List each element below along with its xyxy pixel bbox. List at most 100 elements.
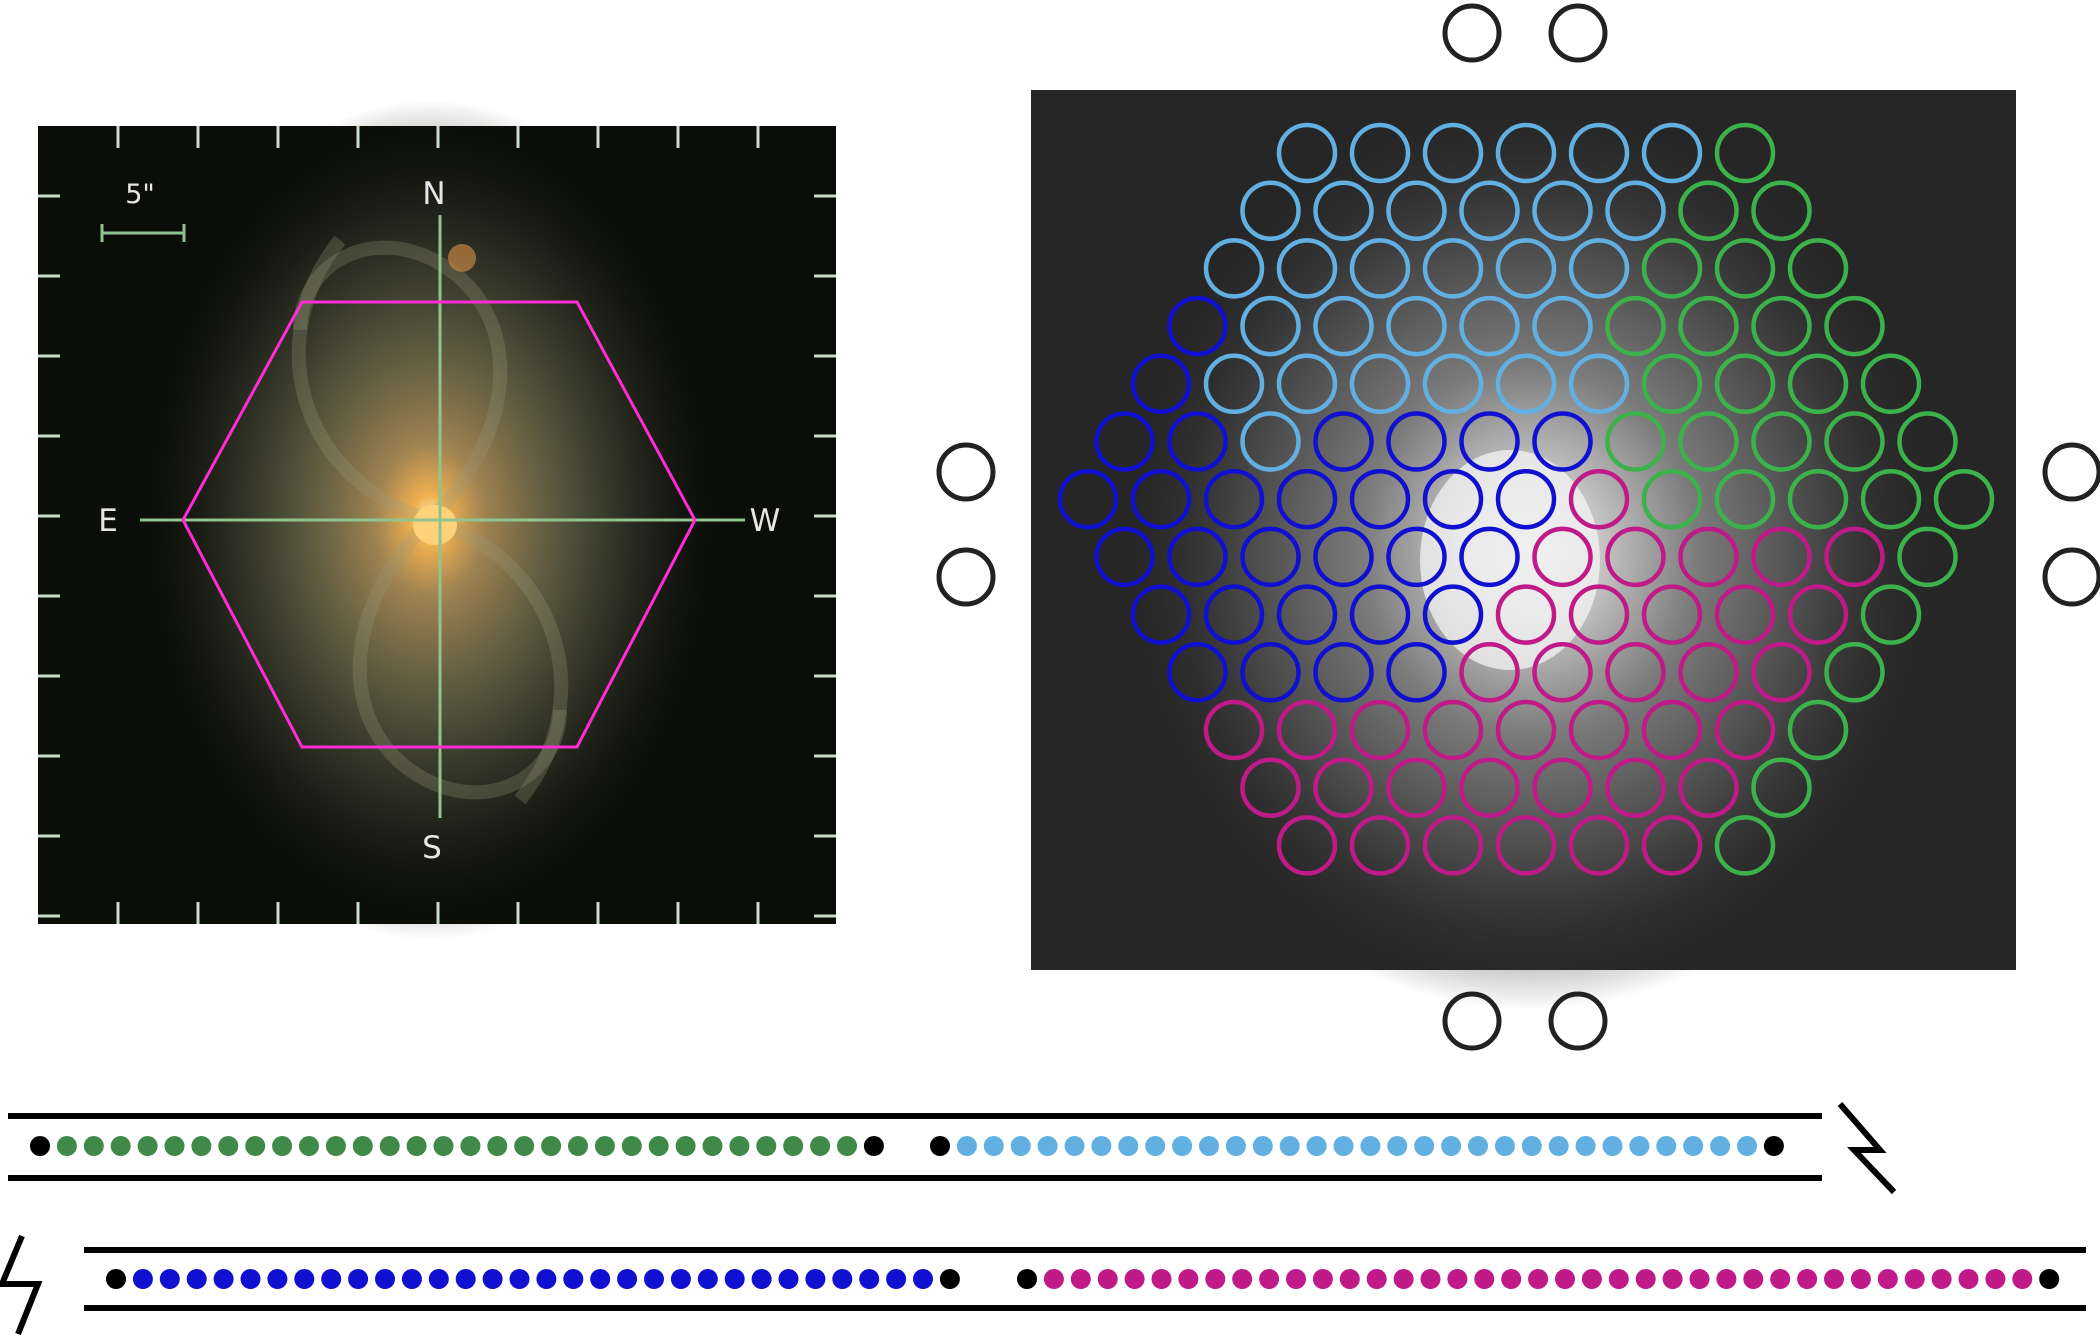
slit-fiber-dot (1205, 1269, 1226, 1289)
sky-fibers (936, 3, 2100, 1051)
slit-fiber-dot (1252, 1136, 1273, 1156)
sky-fiber (1548, 991, 1608, 1051)
slit-fiber-dot (783, 1136, 804, 1156)
ifu-fiber (1276, 699, 1338, 761)
slit-fiber-dot (675, 1136, 696, 1156)
ifu-fiber (1203, 353, 1265, 415)
ifu-fiber (1787, 468, 1849, 530)
ifu-fiber (1349, 584, 1411, 645)
ifu-fiber (1532, 180, 1593, 241)
ifu-fiber (1495, 815, 1557, 876)
slit-fiber-dot (272, 1136, 293, 1156)
ifu-fiber (1532, 295, 1593, 357)
ifu-fiber (1714, 699, 1776, 761)
ifu-fiber (1386, 642, 1447, 703)
ifu-fiber (1860, 468, 1922, 530)
slit-fiber-dot (240, 1269, 261, 1289)
slit-fiber-dot (859, 1269, 880, 1289)
slit-fiber-dot (1420, 1269, 1441, 1289)
slit-fiber-dot (245, 1136, 266, 1156)
frame-tick-marks (38, 126, 836, 924)
ifu-fiber (1714, 815, 1776, 876)
slit-fiber-dot (186, 1269, 207, 1289)
ifu-fiber (1349, 122, 1411, 184)
ifu-fiber (1824, 295, 1885, 357)
slit-fiber-dot (218, 1136, 239, 1156)
foreground-star (448, 244, 476, 272)
slit-fiber-dot (886, 1269, 907, 1289)
ifu-fiber (1240, 526, 1301, 588)
ifu-fiber (1459, 180, 1520, 241)
slit-fiber-dot (1737, 1136, 1757, 1156)
ifu-fiber (1751, 757, 1812, 818)
slit-fiber-dot (956, 1136, 977, 1156)
slit-fiber-dot (697, 1269, 718, 1289)
slit-fiber-dot (621, 1136, 642, 1156)
slit-fiber-dot (536, 1269, 557, 1289)
slit-fiber-dot (1850, 1269, 1871, 1289)
ifu-fiber (1203, 699, 1265, 761)
ifu-fiber (1605, 411, 1666, 472)
ifu-fiber (1605, 295, 1666, 357)
slit-fiber-dot (1441, 1136, 1462, 1156)
slit-fiber-dot (563, 1269, 584, 1289)
slit-fiber-dot (1548, 1136, 1569, 1156)
slit-fiber-dot (1387, 1136, 1408, 1156)
compass-south-label: S (422, 830, 442, 866)
ifu-fiber (1167, 526, 1228, 588)
ifu-fiber (1751, 642, 1812, 703)
sky-fiber (2042, 442, 2100, 502)
slit-fiber-dot (1124, 1269, 1145, 1289)
slit-fiber-dot (1635, 1269, 1656, 1289)
slit-fiber-dot (1575, 1136, 1596, 1156)
slit-fiber-dot (541, 1136, 562, 1156)
slit-fiber-dot (568, 1136, 588, 1156)
slit-fiber-dot (460, 1136, 481, 1156)
slit-fiber-dot (1743, 1269, 1764, 1289)
ifu-fiber (1568, 699, 1630, 761)
ifu-fiber (1568, 584, 1630, 645)
slit-fiber-dot (1145, 1136, 1166, 1156)
slit-end-dot (106, 1269, 126, 1289)
slit-fiber-dot (348, 1269, 369, 1289)
fiber-bundle-panel (936, 3, 2100, 1051)
ifu-fiber (1532, 411, 1593, 472)
slit-fiber-dot (191, 1136, 212, 1156)
ifu-fiber (1240, 757, 1301, 818)
slit-fiber-dot (983, 1136, 1004, 1156)
ifu-fiber (1130, 353, 1192, 415)
ifu-fiber (1203, 238, 1265, 299)
slit-break-symbol-right (1837, 1102, 1897, 1195)
ifu-fiber (1422, 468, 1484, 530)
ifu-fiber (1422, 122, 1484, 184)
ifu-fiber (1495, 353, 1557, 415)
ifu-fiber (1641, 584, 1703, 645)
ifu-fiber (1349, 353, 1411, 415)
slit-end-dot (1017, 1269, 1037, 1289)
slit-fiber-dot (751, 1269, 772, 1289)
slit-fiber-dot (1474, 1269, 1495, 1289)
slit-fiber-dot (159, 1269, 180, 1289)
ifu-fiber (1313, 411, 1374, 472)
ifu-fiber (1532, 526, 1593, 588)
slit-fiber-dot (352, 1136, 373, 1156)
ifu-fiber (1568, 238, 1630, 299)
ifu-fiber (1349, 815, 1411, 876)
ifu-fiber (1641, 238, 1703, 299)
slit-fiber-dot (913, 1269, 933, 1289)
ifu-fiber (1933, 468, 1995, 530)
ifu-fiber (1678, 180, 1739, 241)
ifu-fiber (1532, 642, 1593, 703)
ifu-fiber (1349, 699, 1411, 761)
scale-bar-label: 5" (125, 179, 155, 210)
ifu-fiber (1860, 353, 1922, 415)
ifu-fiber (1240, 411, 1301, 472)
ifu-fiber (1276, 238, 1338, 299)
ifu-fiber (1897, 526, 1958, 588)
ifu-fiber (1094, 526, 1155, 588)
slit-fiber-dot (1172, 1136, 1193, 1156)
scale-bar (100, 224, 186, 242)
slit-fiber-dot (1393, 1269, 1414, 1289)
slit-fiber-dot (514, 1136, 535, 1156)
ifu-fiber (1641, 815, 1703, 876)
